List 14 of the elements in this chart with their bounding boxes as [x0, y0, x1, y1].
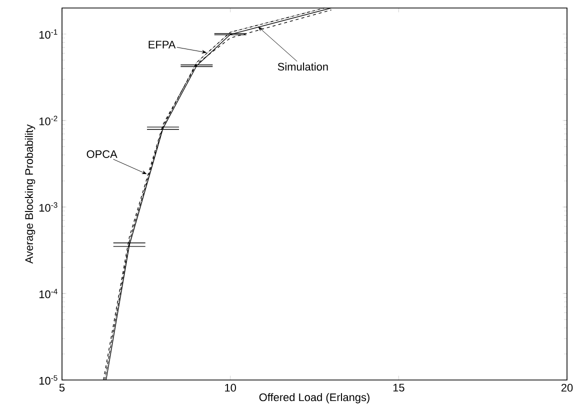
annotation: OPCA [86, 150, 118, 158]
x-axis-title: Offered Load (Erlangs) [259, 393, 370, 404]
annotation: EFPA [148, 40, 176, 48]
y-tick-label: 10$^{-2}$ [39, 116, 58, 126]
y-tick-label: 10$^{-4}$ [39, 288, 58, 298]
y-tick-label: 10$^{-5}$ [39, 375, 58, 385]
y-tick-label: 10$^{-3}$ [39, 202, 58, 212]
y-axis-title: Average Blocking Probability [24, 124, 36, 264]
x-tick-label: 10 [225, 384, 236, 392]
x-tick-label: 15 [393, 384, 404, 392]
y-tick-label: 10$^{-1}$ [39, 29, 58, 39]
annotation: Simulation [278, 62, 328, 71]
x-tick-label: 20 [561, 384, 573, 392]
x-tick-label: 5 [59, 384, 65, 392]
